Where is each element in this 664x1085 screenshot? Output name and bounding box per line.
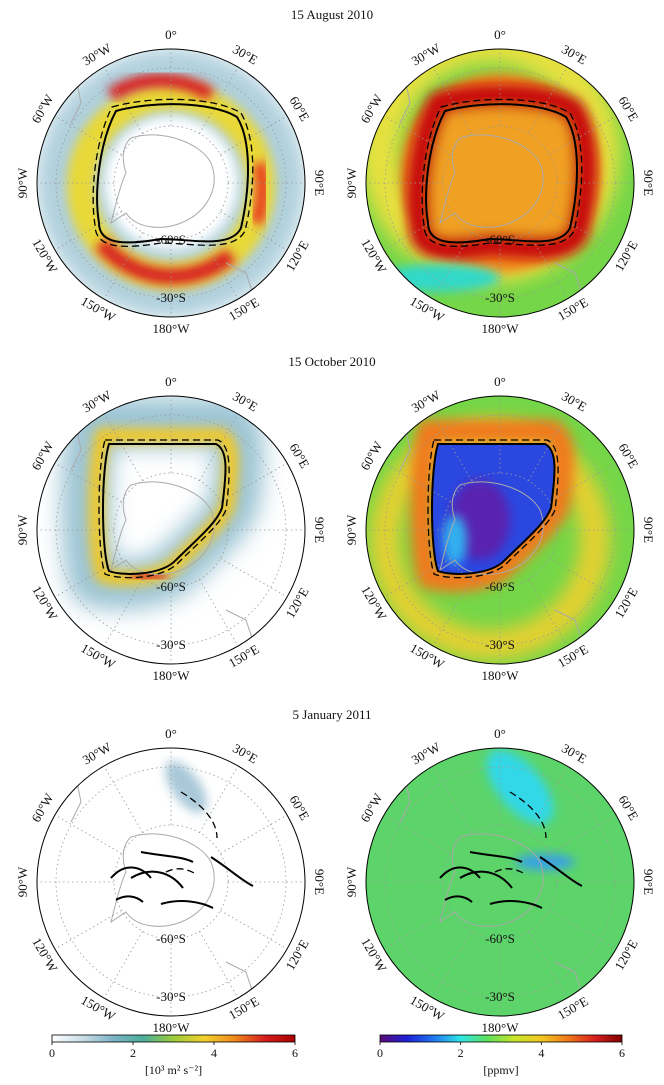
lat-label: -60°S (156, 931, 186, 946)
figure: 15 August 20100°30°E60°E90°E120°E150°E18… (0, 0, 664, 1080)
map-panel (366, 43, 634, 318)
lon-label: 90°W (344, 514, 359, 545)
lon-label: 180°W (153, 668, 191, 683)
lon-label: 90°E (641, 170, 656, 196)
colorbar (52, 1035, 295, 1042)
map-panel (366, 738, 634, 1017)
row-title: 15 August 2010 (291, 7, 373, 22)
colorbar-tick-label: 0 (49, 1046, 55, 1060)
map-panel (366, 396, 634, 665)
lon-label: 0° (165, 27, 177, 42)
lat-label: -60°S (485, 579, 515, 594)
lon-label: 90°W (15, 866, 30, 897)
lon-label: 180°W (482, 1020, 520, 1035)
colorbar (380, 1035, 622, 1042)
lon-label: 90°E (641, 869, 656, 895)
colorbar-label: [10³ m² s⁻²] (145, 1063, 202, 1077)
lon-label: 90°W (344, 866, 359, 897)
lon-label: 30°E (230, 41, 260, 67)
map-panel (37, 748, 305, 1017)
lon-label: 60°E (287, 94, 313, 124)
lat-label: -60°S (485, 931, 515, 946)
lat-label: -60°S (156, 579, 186, 594)
colorbar-label: [ppmv] (483, 1063, 518, 1077)
lat-label: -30°S (156, 637, 186, 652)
map-panel (37, 396, 305, 665)
lat-label: -30°S (156, 290, 186, 305)
lon-label: 60°E (616, 441, 642, 471)
lon-label: 60°E (287, 441, 313, 471)
row-title: 15 October 2010 (288, 354, 375, 369)
lon-label: 0° (165, 726, 177, 741)
lat-label: -30°S (485, 290, 515, 305)
lon-label: 60°E (616, 94, 642, 124)
lon-label: 90°W (15, 514, 30, 545)
lon-label: 90°E (641, 517, 656, 543)
lon-label: 30°E (559, 740, 589, 766)
lon-label: 90°W (15, 167, 30, 198)
lon-label: 90°E (312, 170, 327, 196)
lat-label: -30°S (485, 637, 515, 652)
lon-label: 0° (165, 374, 177, 389)
lat-label: -30°S (156, 989, 186, 1004)
lon-label: 30°E (230, 740, 260, 766)
lon-label: 30°E (559, 41, 589, 67)
colorbar-tick-label: 0 (377, 1046, 383, 1060)
lon-label: 60°E (616, 793, 642, 823)
colorbar-tick-label: 4 (538, 1046, 544, 1060)
lon-label: 90°W (344, 167, 359, 198)
lon-label: 60°E (287, 793, 313, 823)
row-title: 5 January 2011 (293, 707, 372, 722)
map-panel (37, 49, 305, 318)
colorbar-tick-label: 6 (292, 1046, 298, 1060)
lat-label: -30°S (485, 989, 515, 1004)
lon-label: 180°W (482, 321, 520, 336)
lat-label: -60°S (485, 232, 515, 247)
lon-label: 180°W (153, 1020, 191, 1035)
colorbar-tick-label: 6 (619, 1046, 625, 1060)
lon-label: 0° (494, 726, 506, 741)
lat-label: -60°S (156, 232, 186, 247)
lon-label: 180°W (482, 668, 520, 683)
lon-label: 30°E (559, 388, 589, 414)
lon-label: 0° (494, 27, 506, 42)
lon-label: 180°W (153, 321, 191, 336)
lon-label: 30°E (230, 388, 260, 414)
lon-label: 0° (494, 374, 506, 389)
lon-label: 90°E (312, 517, 327, 543)
colorbar-tick-label: 4 (211, 1046, 217, 1060)
colorbar-tick-label: 2 (130, 1046, 136, 1060)
lon-label: 90°E (312, 869, 327, 895)
colorbar-tick-label: 2 (458, 1046, 464, 1060)
